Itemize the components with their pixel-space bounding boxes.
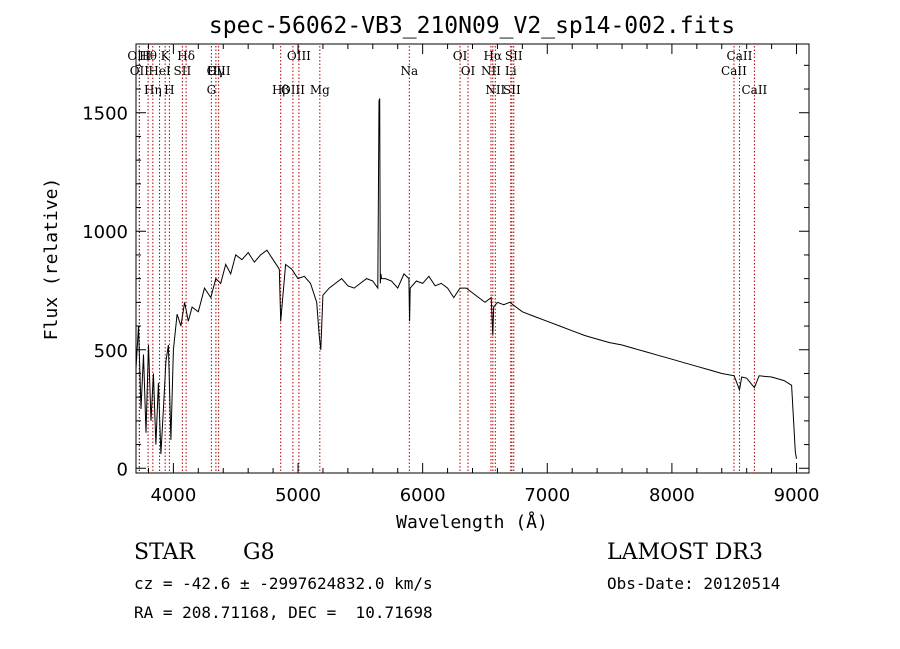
x-tick-label-5000: 5000: [275, 485, 321, 506]
spectral-line-label-3: HeI: [148, 64, 171, 78]
spectral-line-markers: [138, 46, 755, 473]
spectral-line-label-12: OIII: [281, 83, 305, 97]
spectral-line-label-5: K: [161, 49, 171, 63]
x-tick-label-8000: 8000: [649, 485, 695, 506]
spectral-line-label-15: Mg: [310, 83, 330, 97]
x-tick-label-4000: 4000: [150, 485, 196, 506]
x-tick-label-7000: 7000: [524, 485, 570, 506]
spectral-line-label-18: OI: [461, 64, 476, 78]
spectral-line-label-10: Hγ: [207, 64, 225, 78]
spectral-line-label-17: OI: [453, 49, 468, 63]
x-tick-label-6000: 6000: [400, 485, 446, 506]
spectral-line-label-2: OIII: [127, 49, 151, 63]
spectral-line-label-0: Hθ: [139, 49, 157, 63]
spectral-line-label-27: CaII: [741, 83, 767, 97]
spectral-line-label-13: OIII: [287, 49, 311, 63]
redshift-text: cz = -42.6 ± -2997624832.0 km/s: [134, 574, 433, 593]
series-spectrum: [135, 98, 797, 459]
y-tick-label-0: 0: [117, 459, 128, 480]
survey-name: LAMOST DR3: [607, 540, 763, 565]
spectral-line-label-19: Hα: [484, 49, 503, 63]
y-tick-label-1500: 1500: [82, 104, 128, 125]
spectral-line-label-26: CaII: [721, 64, 747, 78]
spectral-line-label-6: H: [164, 83, 174, 97]
x-tick-label-9000: 9000: [774, 485, 820, 506]
spectral-line-label-7: SII: [174, 64, 192, 78]
spectral-line-label-4: Hη: [144, 83, 162, 97]
spectral-line-label-14: Hβ: [272, 83, 289, 97]
chart-title: spec-56062-VB3_210N09_V2_sp14-002.fits: [209, 13, 735, 39]
object-subclass: G8: [243, 540, 275, 565]
spectral-line-label-9: OIII: [207, 64, 231, 78]
spectral-line-label-22: Li: [505, 64, 517, 78]
object-class: STAR: [134, 540, 195, 565]
spectral-line-label-24: SII: [505, 49, 523, 63]
spectral-line-label-25: CaII: [727, 49, 753, 63]
coordinates: RA = 208.71168, DEC = 10.71698: [134, 603, 433, 622]
spectral-line-label-16: Na: [400, 64, 418, 78]
y-tick-label-500: 500: [94, 341, 128, 362]
spectral-line-label-8: Hδ: [177, 49, 195, 63]
axes: 4000 5000 6000 7000 8000 9000 0 500 1000 1500: [82, 44, 819, 506]
obs-date: Obs-Date: 20120514: [607, 574, 781, 593]
y-tick-label-1000: 1000: [82, 222, 128, 243]
spectral-line-label-1: OII: [130, 64, 150, 78]
x-axis-label: Wavelength (Å): [396, 511, 548, 533]
y-axis-label: Flux (relative): [41, 178, 62, 341]
plot-frame: [135, 43, 810, 474]
spectrum-series: [135, 98, 797, 459]
spectral-line-label-11: G: [207, 83, 217, 97]
spectral-line-label-23: NII: [485, 83, 505, 97]
spectral-line-label-20: SII: [503, 83, 521, 97]
spectral-line-label-21: NII: [481, 64, 501, 78]
